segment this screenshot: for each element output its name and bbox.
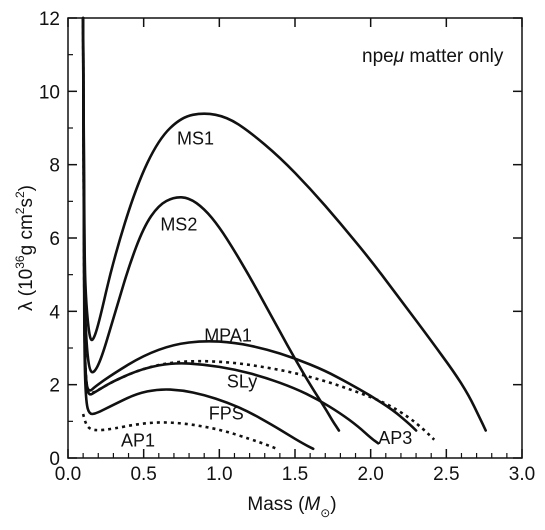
- series-label-sly: SLy: [227, 372, 257, 392]
- series-label-ap1: AP1: [121, 430, 155, 450]
- ticks: 0.0 0.5 1.0 1.5 2.0 2.5 3.0 0 2 4 6 8 10 12: [39, 9, 535, 485]
- x-tick-label: 0.5: [130, 464, 156, 485]
- y-tick-label: 6: [49, 229, 60, 250]
- axes: [67, 17, 523, 459]
- y-tick-label: 12: [39, 9, 60, 30]
- series-label-ms1: MS1: [177, 129, 214, 149]
- y-tick-label: 8: [49, 156, 60, 177]
- x-tick-label: 2.0: [357, 464, 383, 485]
- series-label-fps: FPS: [209, 404, 244, 424]
- series-line-mpa1: [81, 16, 418, 432]
- y-axis-title: λ (1036g cm2s2): [13, 185, 37, 311]
- x-tick-label: 1.5: [282, 464, 308, 485]
- y-tick-label: 10: [39, 82, 60, 103]
- x-tick-label: 1.0: [206, 464, 232, 485]
- y-tick-label: 4: [49, 302, 60, 323]
- series-line-fps: [81, 16, 315, 451]
- y-tick-label: 2: [49, 376, 60, 397]
- x-axis-title: Mass (M⊙): [247, 494, 336, 520]
- x-tick-label: 2.5: [433, 464, 459, 485]
- series-label-ap3: AP3: [378, 428, 412, 448]
- series-line-ap1: [81, 413, 278, 451]
- chart-annotation: npeμ matter only: [362, 46, 504, 67]
- series-lines: [81, 16, 487, 451]
- series-labels: MS1 MS2 MPA1 AP3 SLy FPS AP1: [121, 129, 412, 451]
- series-label-ms2: MS2: [160, 215, 197, 235]
- series-label-mpa1: MPA1: [204, 325, 252, 345]
- x-tick-label: 3.0: [509, 464, 535, 485]
- plot-frame: [67, 17, 523, 459]
- y-tick-label: 0: [49, 449, 60, 470]
- x-tick-label: 0.0: [55, 464, 81, 485]
